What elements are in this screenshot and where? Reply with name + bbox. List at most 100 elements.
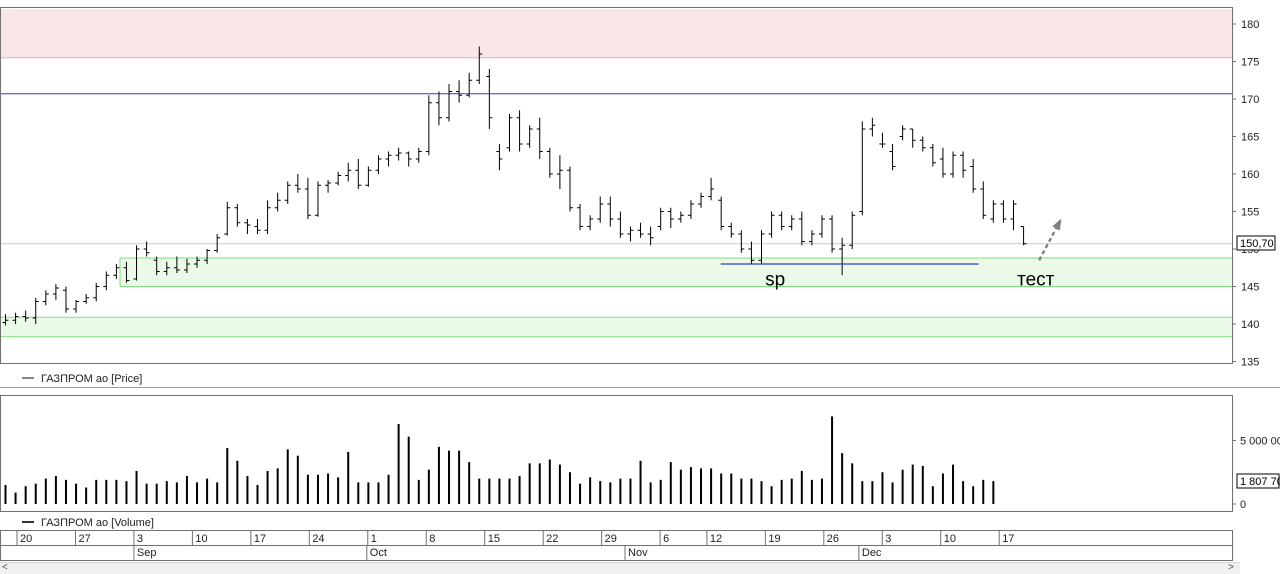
- day-tick-label-13: 19: [768, 533, 780, 545]
- price-bar-24: [244, 219, 250, 234]
- price-y-tick-label-9: 180: [1241, 19, 1259, 31]
- price-y-tick-label-6: 165: [1241, 132, 1259, 144]
- month-tick-label-3: Dec: [862, 547, 882, 559]
- price-bar-45: [456, 80, 462, 103]
- price-bar-23: [234, 204, 240, 227]
- price-bar-44: [446, 84, 452, 122]
- price-bar-34: [345, 163, 351, 182]
- price-bar-53: [537, 118, 543, 159]
- price-last-value-marker: 150,70: [1237, 236, 1275, 250]
- price-bar-73: [738, 230, 744, 253]
- price-bar-93: [940, 148, 946, 178]
- price-bar-26: [265, 200, 271, 234]
- price-bar-71: [718, 197, 724, 231]
- price-last-value-label: 150,70: [1240, 238, 1274, 250]
- volume-y-tick-label-1: 5 000 00: [1240, 435, 1280, 447]
- price-y-tick-label-4: 155: [1241, 207, 1259, 219]
- price-bar-87: [879, 133, 885, 148]
- price-bar-96: [970, 159, 976, 193]
- scroll-left-arrow-icon[interactable]: <: [2, 562, 8, 573]
- volume-pane[interactable]: 05 000 00 1 807 70 ГАЗПРОМ ао [Volume]: [1, 396, 1280, 530]
- day-tick-label-5: 24: [312, 533, 324, 545]
- price-bar-62: [627, 227, 633, 242]
- price-bar-65: [658, 208, 664, 231]
- price-y-tick-label-8: 175: [1241, 57, 1259, 69]
- horizontal-scrollbar[interactable]: < >: [0, 562, 1240, 574]
- month-tick-label-2: Nov: [628, 547, 648, 559]
- price-bar-38: [386, 152, 392, 167]
- price-bar-31: [315, 182, 321, 217]
- price-y-tick-label-2: 145: [1241, 282, 1259, 294]
- price-bar-43: [436, 92, 442, 126]
- volume-legend: ГАЗПРОМ ао [Volume]: [22, 517, 154, 529]
- month-tick-label-0: Sep: [137, 547, 157, 559]
- day-tick-label-11: 6: [663, 533, 669, 545]
- price-bar-49: [496, 144, 502, 170]
- day-tick-label-1: 27: [78, 533, 90, 545]
- price-levels: [1, 94, 1232, 244]
- volume-y-tick-label-0: 0: [1240, 499, 1246, 511]
- price-bar-30: [305, 178, 311, 219]
- price-bar-97: [980, 182, 986, 220]
- price-bar-86: [869, 118, 875, 137]
- volume-legend-label: ГАЗПРОМ ао [Volume]: [41, 517, 154, 529]
- price-y-tick-label-0: 135: [1241, 357, 1259, 369]
- price-bar-94: [950, 152, 956, 178]
- price-bar-32: [325, 180, 331, 193]
- price-bar-51: [517, 110, 523, 151]
- price-bar-77: [779, 212, 785, 231]
- day-tick-label-2: 3: [137, 533, 143, 545]
- price-y-tick-label-7: 170: [1241, 94, 1259, 106]
- price-bar-6: [63, 287, 69, 313]
- price-bar-91: [920, 137, 926, 152]
- trend-arrow-head: [1052, 219, 1061, 231]
- price-bar-64: [648, 227, 654, 246]
- price-bar-58: [587, 215, 593, 230]
- price-bar-70: [708, 178, 714, 201]
- day-tick-label-8: 15: [488, 533, 500, 545]
- chart-annotation-1: тест: [1017, 270, 1055, 291]
- price-bar-61: [617, 212, 623, 238]
- volume-y-axis[interactable]: 0 5 000 00: [1232, 435, 1280, 511]
- volume-pane-frame: [1, 396, 1233, 512]
- day-tick-label-17: 17: [1002, 533, 1014, 545]
- price-bar-89: [900, 125, 906, 140]
- day-tick-label-16: 10: [944, 533, 956, 545]
- price-bar-7: [73, 300, 79, 313]
- price-bar-36: [365, 167, 371, 187]
- price-bar-59: [597, 197, 603, 223]
- price-legend-label: ГАЗПРОМ ао [Price]: [41, 373, 142, 385]
- price-bar-81: [819, 215, 825, 238]
- day-tick-label-6: 1: [371, 533, 377, 545]
- day-tick-label-9: 22: [546, 533, 558, 545]
- price-y-axis[interactable]: 135140145150155160165170175180: [1232, 19, 1259, 369]
- price-bar-28: [285, 182, 291, 205]
- price-bar-90: [910, 129, 916, 148]
- price-bar-92: [930, 144, 936, 167]
- price-bar-50: [507, 114, 513, 152]
- price-bar-8: [83, 294, 89, 304]
- price-bar-27: [275, 193, 281, 212]
- day-tick-label-7: 8: [429, 533, 435, 545]
- day-tick-label-0: 20: [20, 533, 32, 545]
- price-bar-55: [557, 155, 563, 189]
- price-bar-100: [1011, 200, 1017, 230]
- price-bar-22: [224, 202, 230, 236]
- day-tick-label-4: 17: [254, 533, 266, 545]
- price-bar-4: [43, 290, 49, 305]
- price-bar-57: [577, 204, 583, 230]
- scroll-right-arrow-icon[interactable]: >: [1228, 562, 1234, 573]
- price-bar-25: [255, 219, 261, 234]
- price-bar-80: [809, 230, 815, 245]
- day-tick-label-12: 12: [710, 533, 722, 545]
- price-zone-resistance-zone: [1, 9, 1232, 58]
- price-zone-support-zone-2: [1, 317, 1232, 337]
- price-bar-39: [396, 148, 402, 161]
- price-bar-79: [799, 212, 805, 246]
